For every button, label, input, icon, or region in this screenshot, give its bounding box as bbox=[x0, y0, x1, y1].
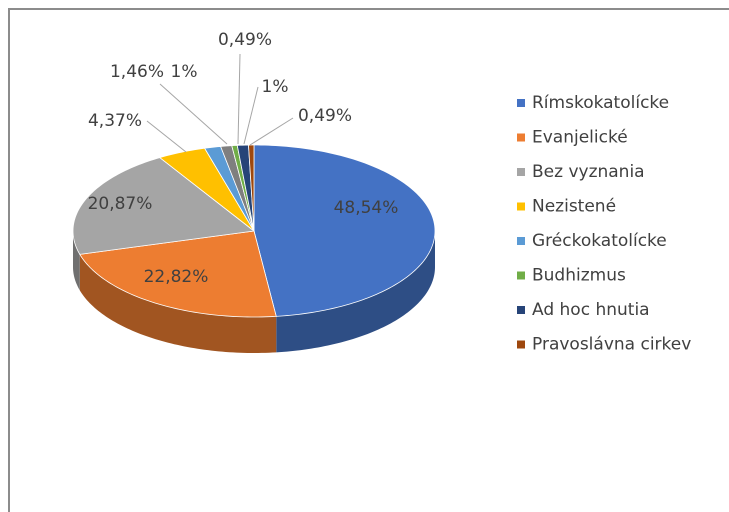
legend-label: Gréckokatolícke bbox=[532, 231, 667, 251]
legend-label: Ad hoc hnutia bbox=[532, 300, 650, 320]
slice bbox=[79, 230, 277, 318]
data-label: 48,54% bbox=[334, 198, 399, 218]
slice-side bbox=[79, 254, 277, 353]
slice bbox=[204, 146, 255, 232]
legend-swatch bbox=[517, 202, 525, 211]
legend-label: Bez vyznania bbox=[532, 162, 645, 182]
legend-swatch bbox=[517, 340, 525, 349]
slice bbox=[72, 157, 255, 255]
leader-line bbox=[146, 120, 187, 153]
data-label: 22,82% bbox=[144, 267, 209, 287]
data-label: 0,49% bbox=[218, 30, 272, 50]
legend-label: Nezistené bbox=[532, 197, 616, 217]
leader-line bbox=[237, 53, 241, 145]
legend-label: Rímskokatolícke bbox=[532, 93, 669, 113]
slice bbox=[253, 144, 436, 317]
data-label: 1% bbox=[171, 62, 198, 82]
legend-swatch bbox=[517, 237, 525, 245]
legend-label: Pravoslávna cirkev bbox=[532, 335, 691, 355]
data-label: 0,49% bbox=[298, 106, 352, 126]
legend-label: Evanjelické bbox=[532, 128, 628, 148]
slice bbox=[248, 144, 255, 232]
leader-line bbox=[159, 83, 228, 145]
data-label: 1,46% bbox=[110, 62, 164, 82]
data-label: 4,37% bbox=[88, 111, 142, 131]
data-label: 20,87% bbox=[88, 194, 153, 214]
legend-swatch bbox=[517, 306, 525, 314]
leader-line bbox=[243, 86, 259, 145]
legend-swatch bbox=[517, 168, 525, 176]
slice-side bbox=[276, 231, 435, 353]
legend-swatch bbox=[517, 99, 525, 107]
slice-side bbox=[73, 231, 80, 291]
slice bbox=[158, 147, 255, 232]
leader-line bbox=[249, 117, 294, 146]
data-label: 1% bbox=[262, 77, 289, 97]
legend-swatch bbox=[517, 133, 525, 142]
legend-swatch bbox=[517, 271, 525, 280]
legend-label: Budhizmus bbox=[532, 266, 626, 286]
